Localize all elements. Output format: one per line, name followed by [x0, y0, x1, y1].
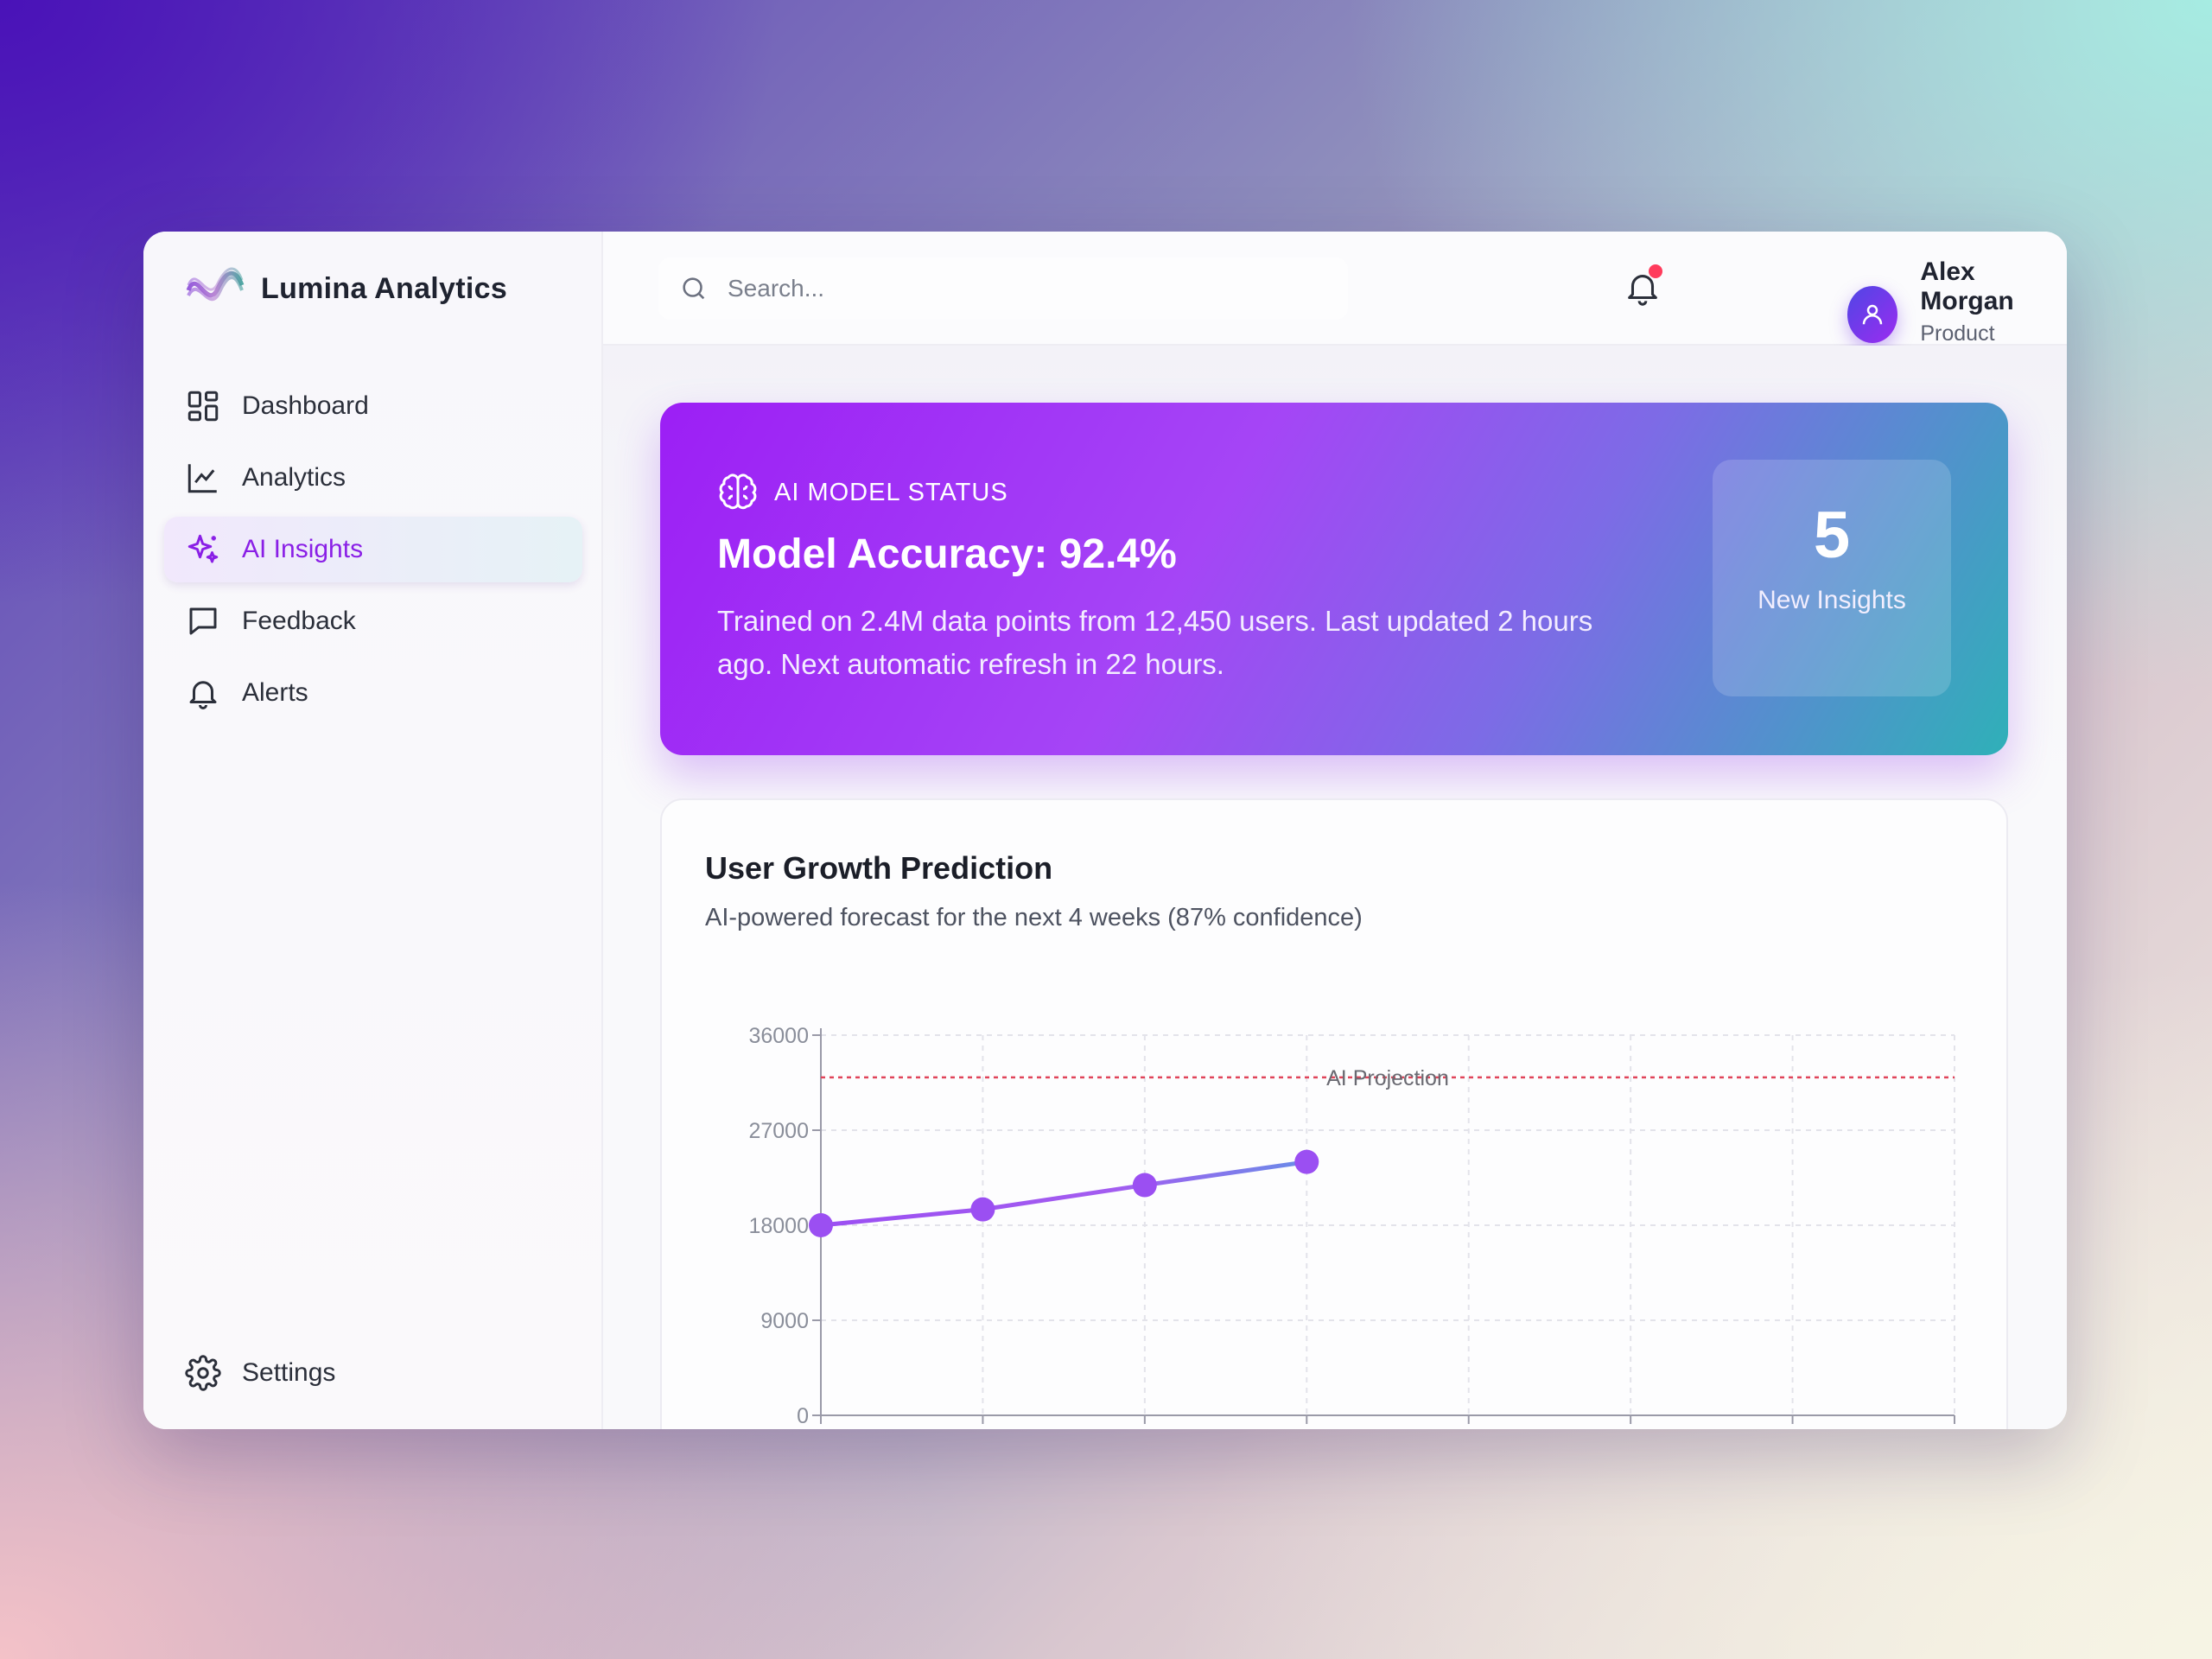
bell-icon — [189, 681, 217, 709]
sidebar-nav: Dashboard Analytics AI Insights — [164, 373, 582, 732]
y-tick-label: 0 — [797, 1404, 809, 1428]
gear-icon — [185, 1355, 221, 1391]
sidebar-item-ai-insights[interactable]: AI Insights — [164, 517, 582, 582]
ai-projection-label: AI Projection — [1326, 1066, 1449, 1090]
model-description: Trained on 2.4M data points from 12,450 … — [717, 605, 1593, 680]
sidebar-item-settings[interactable]: Settings — [185, 1355, 335, 1391]
new-insights-badge[interactable]: 5 New Insights — [1713, 460, 1951, 696]
growth-series-line — [820, 1160, 1307, 1228]
user-growth-chart-card: User Growth Prediction AI-powered foreca… — [660, 798, 2008, 1429]
brain-icon — [719, 474, 757, 510]
sidebar-item-label: Feedback — [242, 607, 356, 635]
insights-count: 5 — [1813, 499, 1851, 572]
main-content: AI MODEL STATUS Model Accuracy: 92.4% Tr… — [603, 346, 2067, 1429]
line-chart-icon — [188, 464, 217, 493]
data-point — [1132, 1173, 1157, 1198]
model-accuracy-title: Model Accuracy: 92.4% — [717, 531, 1177, 577]
sidebar: Lumina Analytics Dashboard Analytics — [143, 232, 603, 1429]
search-input[interactable] — [728, 275, 1246, 302]
y-tick-label: 9000 — [760, 1309, 809, 1333]
notification-bell-icon[interactable] — [1623, 266, 1662, 309]
user-growth-chart: 0 9000 18000 27000 36000 AI Projection — [748, 1024, 1955, 1428]
sidebar-item-label: Analytics — [242, 463, 346, 492]
avatar[interactable] — [1847, 286, 1898, 343]
sidebar-item-label: Alerts — [242, 678, 308, 707]
settings-label: Settings — [242, 1358, 336, 1387]
status-label: AI MODEL STATUS — [717, 472, 1008, 513]
search-icon — [683, 277, 705, 300]
sparkle-icon — [188, 534, 219, 563]
insights-label: New Insights — [1758, 586, 1906, 614]
search-bar[interactable] — [658, 257, 1348, 320]
sidebar-item-feedback[interactable]: Feedback — [164, 588, 582, 654]
sidebar-item-dashboard[interactable]: Dashboard — [164, 373, 582, 439]
brand-name: Lumina Analytics — [261, 271, 508, 305]
data-point — [1294, 1149, 1319, 1174]
brand-logo-icon — [186, 267, 245, 302]
sidebar-item-label: Dashboard — [242, 391, 369, 420]
sidebar-item-analytics[interactable]: Analytics — [164, 445, 582, 511]
y-tick-label: 18000 — [748, 1214, 809, 1238]
app-window: Lumina Analytics Dashboard Analytics — [143, 232, 2067, 1429]
y-tick-label: 36000 — [748, 1024, 809, 1048]
ai-model-status-card: AI MODEL STATUS Model Accuracy: 92.4% Tr… — [660, 403, 2008, 755]
sidebar-item-label: AI Insights — [242, 535, 364, 563]
y-tick-label: 27000 — [748, 1119, 809, 1143]
grid-icon — [188, 391, 219, 422]
sidebar-item-alerts[interactable]: Alerts — [164, 660, 582, 726]
top-header: Alex Morgan Product Manager — [603, 232, 2067, 371]
message-icon — [189, 607, 217, 635]
notification-badge — [1649, 264, 1662, 278]
status-label-text: AI MODEL STATUS — [774, 478, 1008, 506]
brand[interactable]: Lumina Analytics — [185, 264, 507, 313]
chart-subtitle: AI-powered forecast for the next 4 weeks… — [705, 904, 1363, 931]
user-icon — [1862, 304, 1883, 325]
data-point — [809, 1213, 833, 1237]
data-point — [970, 1197, 995, 1222]
user-name: Alex Morgan — [1920, 257, 2014, 315]
chart-title: User Growth Prediction — [705, 850, 1053, 886]
